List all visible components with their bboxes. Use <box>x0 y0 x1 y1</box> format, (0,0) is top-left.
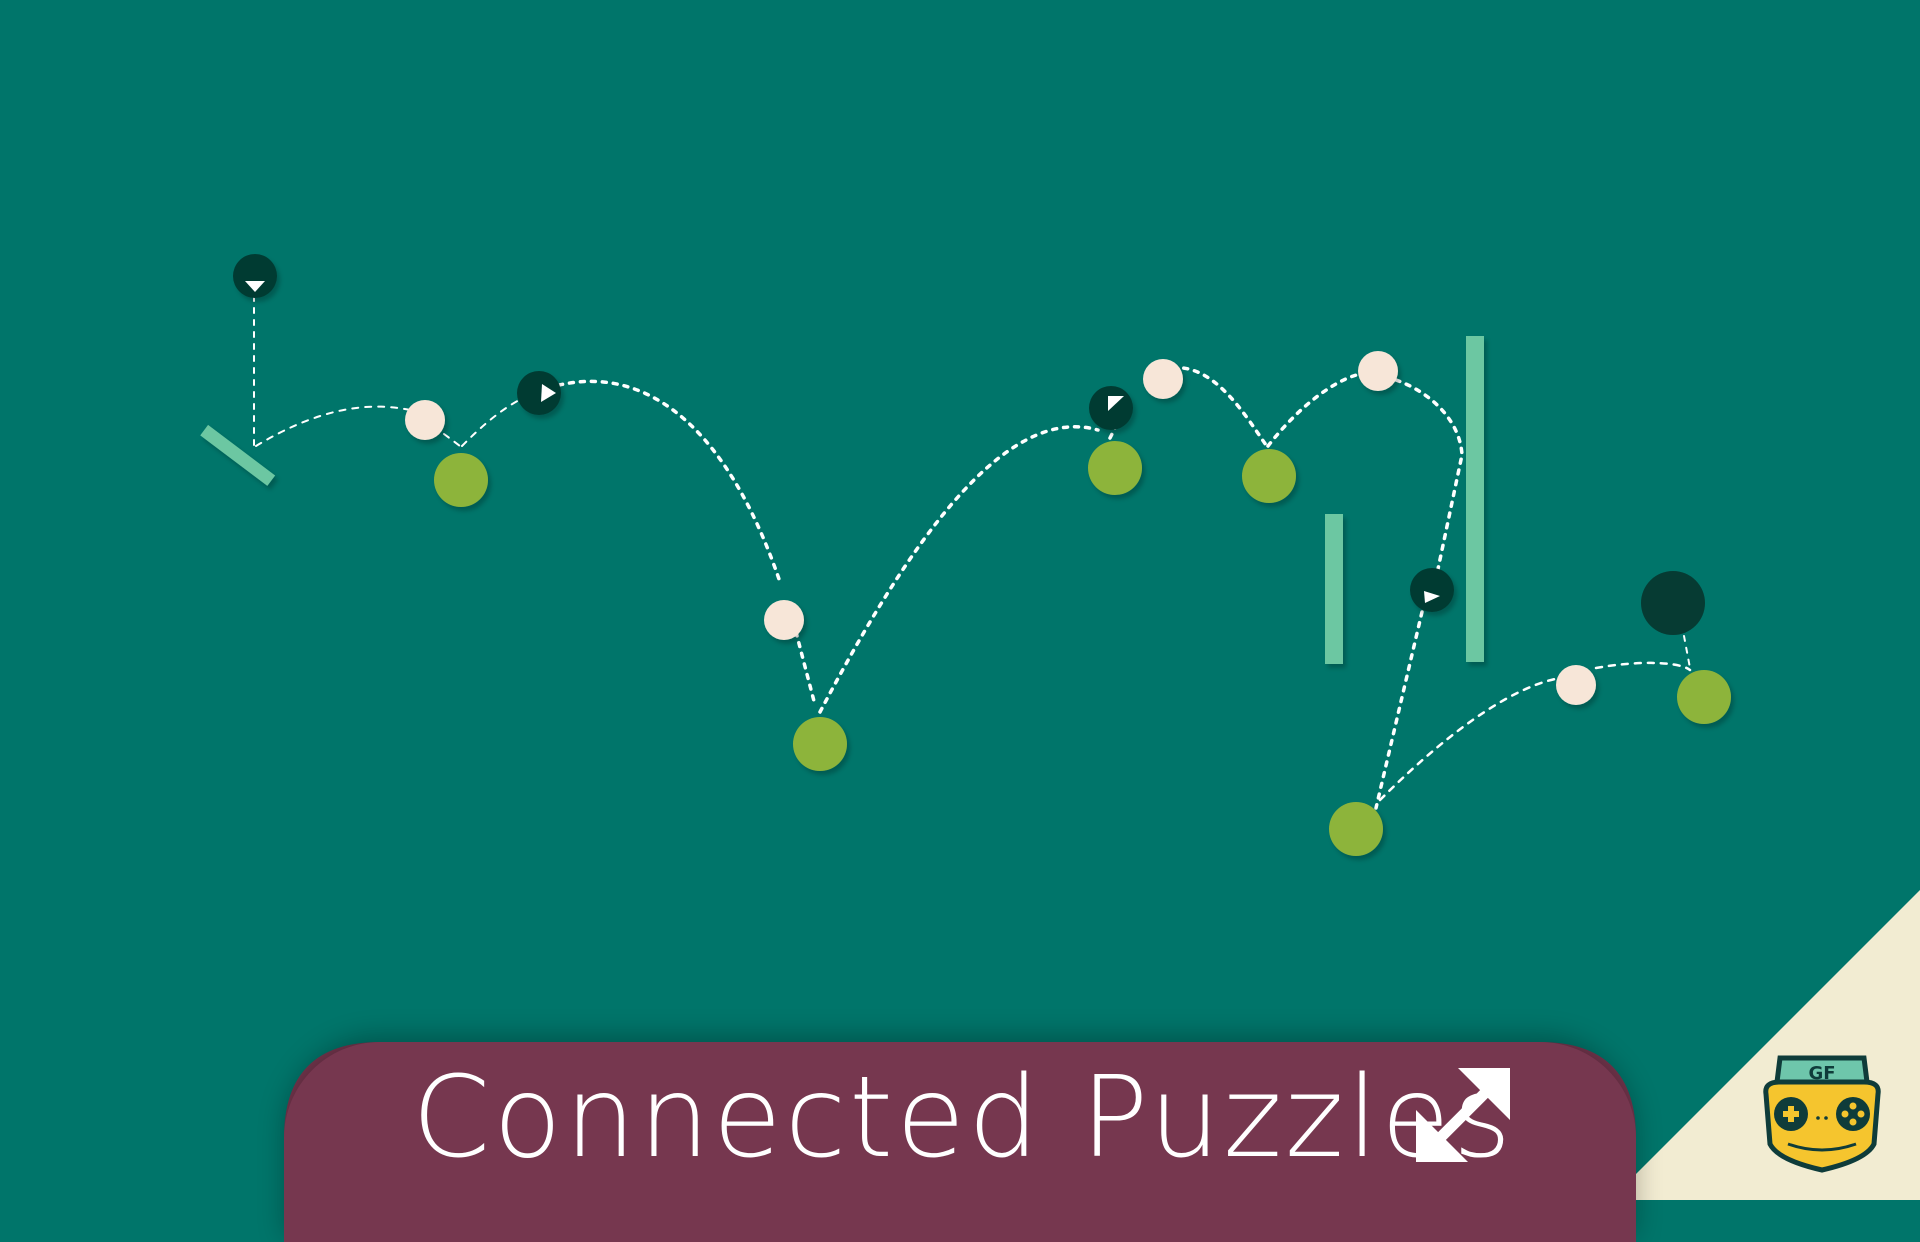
hole-icon[interactable] <box>1641 571 1705 635</box>
trajectory-segment-9 <box>1266 372 1362 448</box>
trajectory-segment-10 <box>1394 378 1464 590</box>
launchers <box>233 254 1454 612</box>
short-wall[interactable] <box>1325 514 1343 664</box>
trajectory-segment-3 <box>461 391 539 447</box>
checkpoint <box>1358 351 1398 391</box>
launcher-drop[interactable] <box>233 254 277 298</box>
bounce-ball[interactable] <box>1242 449 1296 503</box>
bounce-ball[interactable] <box>1088 441 1142 495</box>
board-background <box>0 0 1920 1200</box>
trajectory-segment-13 <box>1594 661 1692 672</box>
game-board <box>0 0 1920 1200</box>
arrow-up-left-icon <box>1108 396 1124 411</box>
right-eye-pad <box>1836 1097 1870 1131</box>
arrow-down-icon <box>245 281 265 292</box>
trajectory-segment-14 <box>1683 635 1691 669</box>
trajectory-segment-4 <box>546 379 782 584</box>
banner-title: Connected Puzzles <box>412 1053 1515 1183</box>
bounce-ball[interactable] <box>793 717 847 771</box>
tall-wall[interactable] <box>1466 336 1484 662</box>
badge-logo-text: GF <box>1808 1063 1835 1084</box>
launcher-up-left[interactable] <box>1089 386 1133 430</box>
checkpoint <box>405 400 445 440</box>
bounce-ball[interactable] <box>1329 802 1383 856</box>
trajectory-paths <box>253 295 1692 810</box>
checkpoint <box>1556 665 1596 705</box>
bounce-balls <box>434 441 1731 856</box>
trajectory-segment-2 <box>443 433 461 447</box>
launcher-right-2[interactable] <box>1410 568 1454 612</box>
bounce-ball[interactable] <box>1677 670 1731 724</box>
bounce-ball[interactable] <box>434 453 488 507</box>
trajectory-segment-12 <box>1378 676 1562 802</box>
arrow-right-icon <box>1424 591 1440 603</box>
arrow-right-icon <box>541 384 556 402</box>
launcher-right-1[interactable] <box>517 371 561 415</box>
trajectory-segment-6 <box>818 425 1100 714</box>
checkpoints <box>405 351 1596 705</box>
tilted-platform[interactable] <box>200 424 276 486</box>
expand-arrows-icon[interactable] <box>1410 1062 1516 1168</box>
checkpoint <box>764 600 804 640</box>
trajectory-segment-5 <box>794 630 817 707</box>
checkpoint <box>1143 359 1183 399</box>
trajectory-segment-11 <box>1374 610 1424 810</box>
trajectory-segment-1 <box>255 405 419 447</box>
gamepad-frog-icon[interactable]: GF <box>1758 1052 1886 1176</box>
platforms <box>200 336 1484 664</box>
